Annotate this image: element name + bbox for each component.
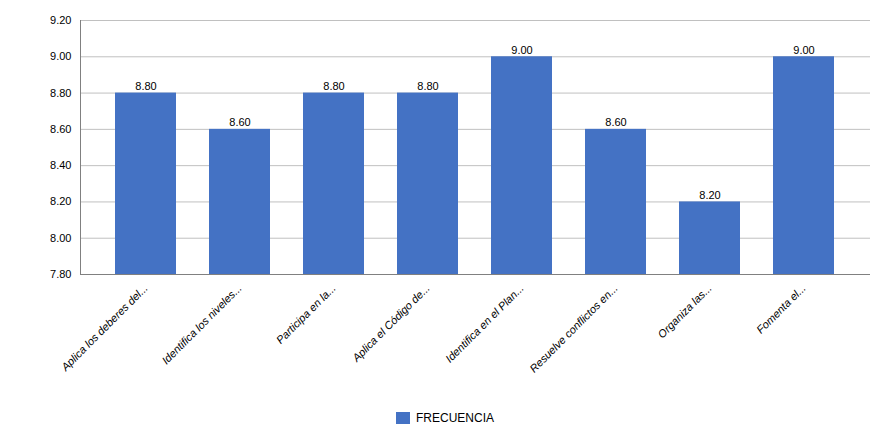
svg-text:Identifica los niveles...: Identifica los niveles... <box>159 282 244 367</box>
svg-text:Aplica los deberes del...: Aplica los deberes del... <box>58 282 150 374</box>
svg-text:Participa en la...: Participa en la... <box>274 282 338 346</box>
svg-text:9.00: 9.00 <box>50 50 71 62</box>
html-text:FRECUENCIA: FRECUENCIA <box>416 411 494 425</box>
svg-text:8.40: 8.40 <box>50 159 71 171</box>
svg-text:8.80: 8.80 <box>135 80 156 92</box>
svg-text:8.80: 8.80 <box>323 80 344 92</box>
svg-text:8.60: 8.60 <box>50 123 71 135</box>
svg-text:8.80: 8.80 <box>417 80 438 92</box>
svg-text:9.00: 9.00 <box>793 44 814 56</box>
svg-text:9.00: 9.00 <box>511 44 532 56</box>
svg-text:Fomenta el...: Fomenta el... <box>754 282 808 336</box>
svg-text:8.20: 8.20 <box>699 189 720 201</box>
svg-text:7.80: 7.80 <box>50 268 71 280</box>
svg-text:Aplica el Código de...: Aplica el Código de... <box>349 282 432 365</box>
svg-text:Organiza las...: Organiza las... <box>655 282 714 341</box>
svg-text:Identifica en el Plan...: Identifica en el Plan... <box>443 282 526 365</box>
svg-text:8.00: 8.00 <box>50 232 71 244</box>
svg-text:Resuelve conflictos en...: Resuelve conflictos en... <box>527 282 620 375</box>
svg-text:9.20: 9.20 <box>50 14 71 26</box>
svg-text:8.20: 8.20 <box>50 195 71 207</box>
svg-text:8.60: 8.60 <box>229 116 250 128</box>
svg-text:8.80: 8.80 <box>50 87 71 99</box>
svg-text:8.60: 8.60 <box>605 116 626 128</box>
